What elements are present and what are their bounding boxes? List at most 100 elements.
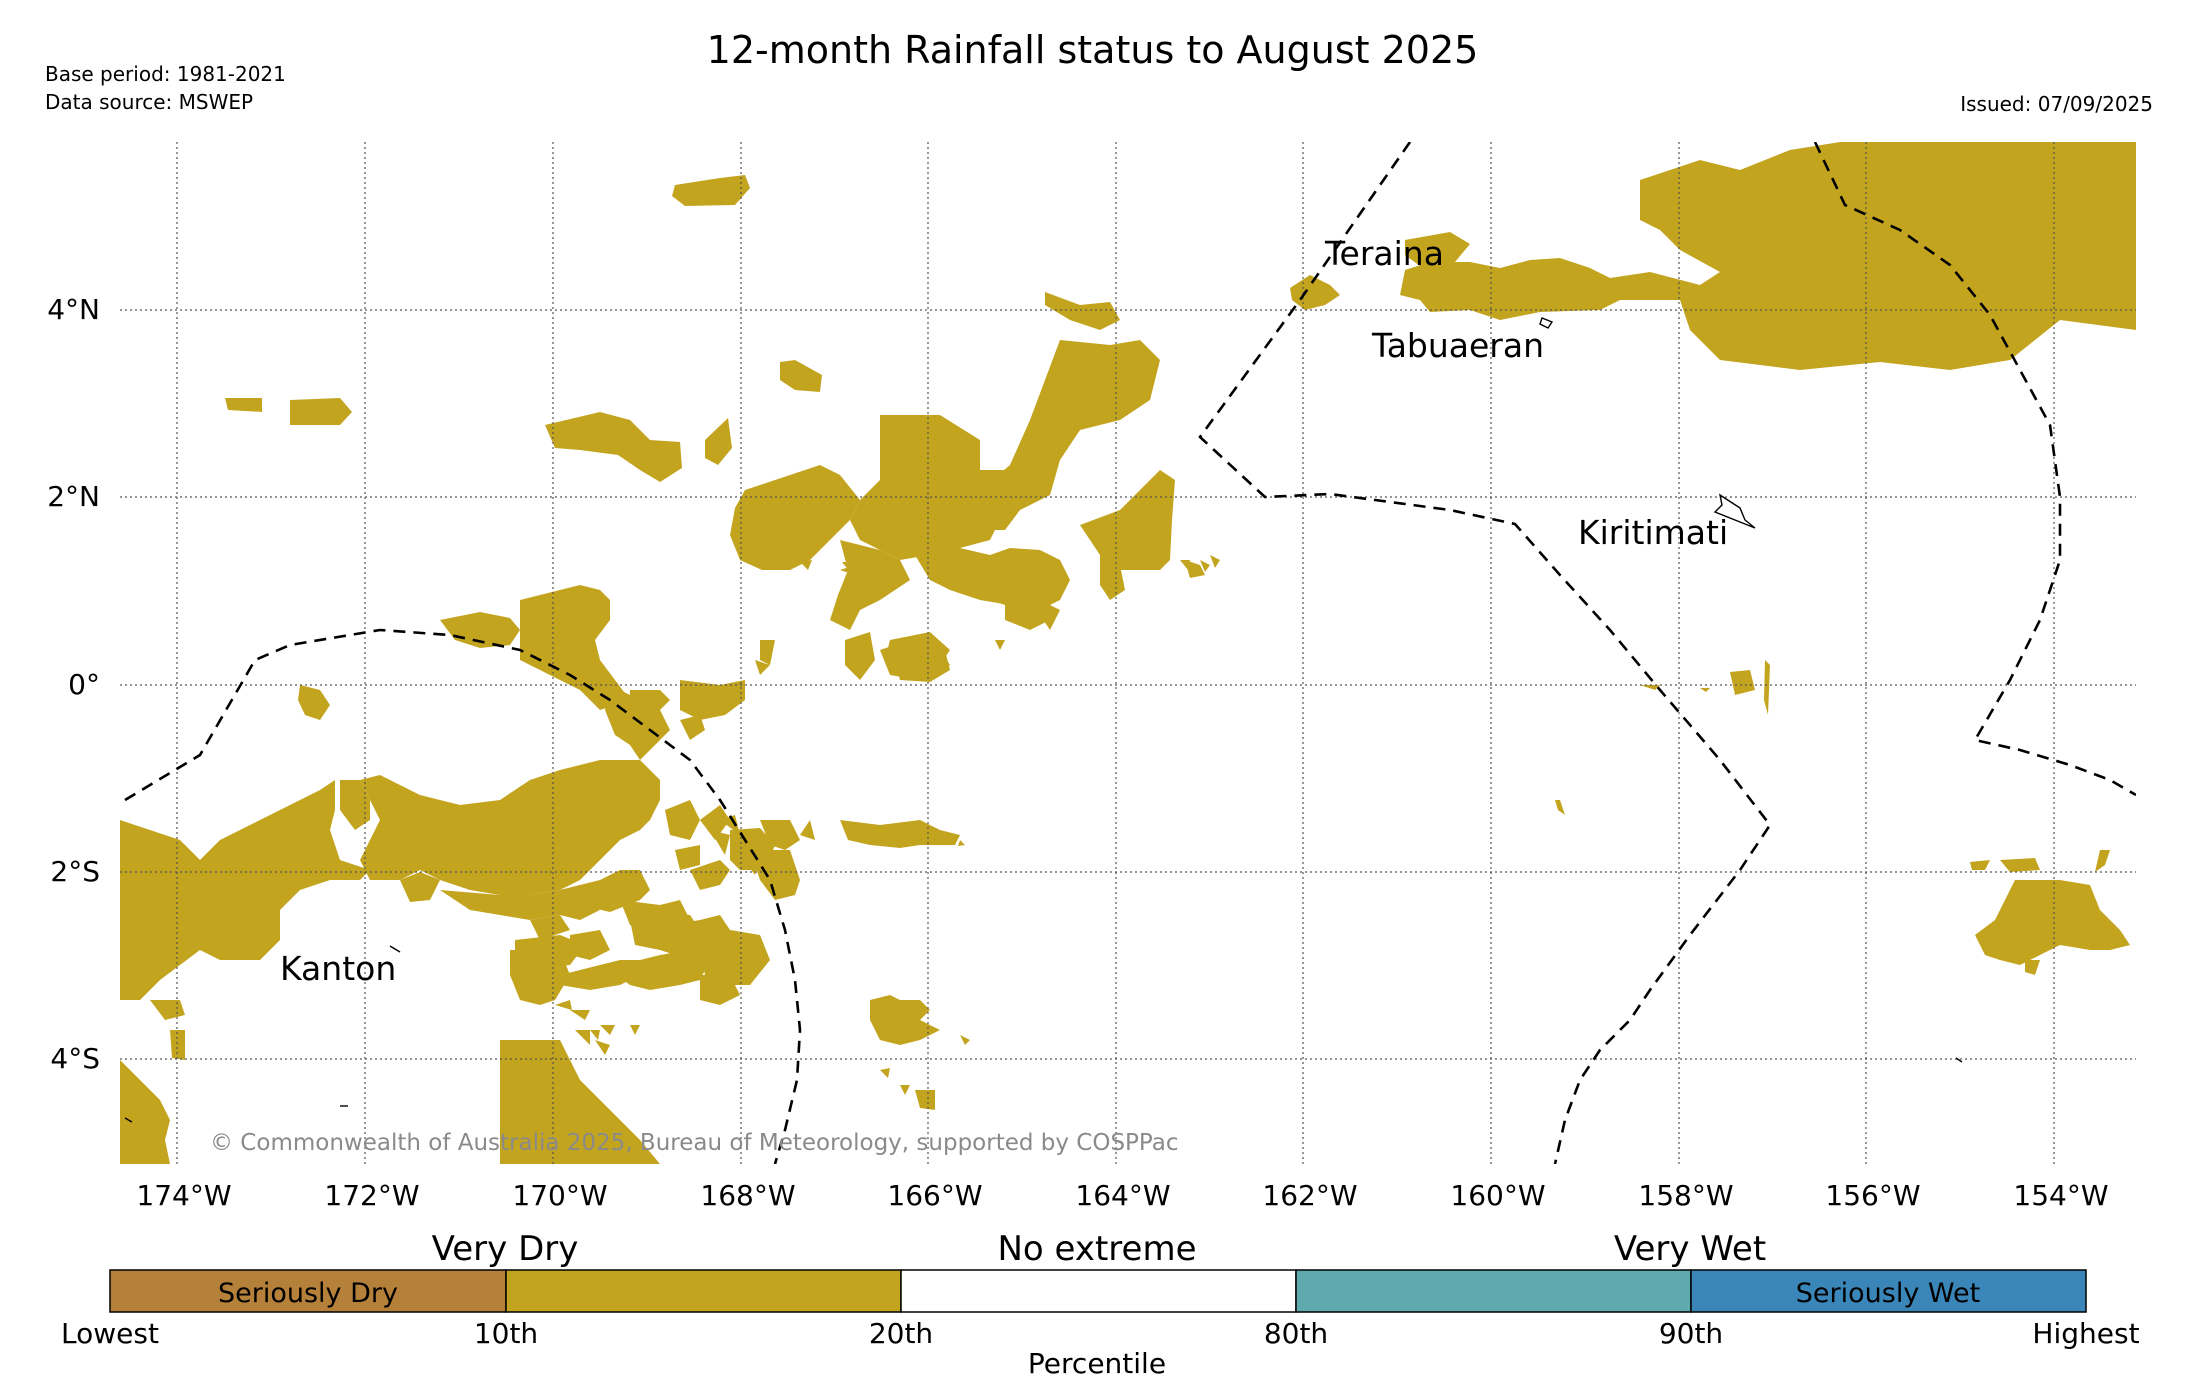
legend-tick-highest: Highest — [2032, 1317, 2139, 1350]
dry-patch — [850, 415, 1010, 560]
dry-patch — [800, 560, 812, 570]
dry-patch — [2000, 858, 2040, 872]
dry-patch — [210, 860, 240, 900]
dry-patch — [2095, 850, 2110, 872]
dry-patch — [1730, 670, 1755, 695]
dry-patch — [750, 850, 800, 900]
legend-swatch-very-dry — [505, 1269, 902, 1313]
dry-patch — [900, 1085, 910, 1095]
lat-ticks: 4°N 2°N 0° 2°S 4°S — [47, 293, 100, 1075]
dry-patch — [605, 685, 670, 760]
dry-patch — [225, 398, 262, 412]
dry-patch — [290, 398, 352, 425]
dry-patch — [555, 1000, 572, 1010]
lat-tick: 2°S — [50, 855, 100, 888]
dry-patch — [1200, 560, 1210, 572]
eez-boundary-line-islands — [1198, 142, 1772, 1164]
dry-patch — [360, 760, 660, 895]
dry-patch — [995, 640, 1005, 650]
dry-patch — [1555, 800, 1565, 815]
dry-patch — [610, 950, 710, 990]
dry-patch — [960, 1035, 970, 1045]
dry-patch — [630, 1025, 640, 1035]
dry-patch — [510, 950, 570, 1005]
dry-patch — [440, 890, 600, 920]
legend-category-very-wet: Very Wet — [1614, 1229, 1766, 1269]
legend-tick-lowest: Lowest — [61, 1317, 159, 1350]
lon-tick: 168°W — [700, 1179, 795, 1212]
dry-patch — [880, 1068, 890, 1078]
dry-patch — [440, 612, 520, 648]
dry-patch — [760, 640, 775, 665]
legend-category-no-extreme: No extreme — [997, 1229, 1196, 1269]
dry-patch — [1405, 232, 1470, 266]
lon-tick: 158°W — [1638, 1179, 1733, 1212]
lon-tick: 174°W — [136, 1179, 231, 1212]
dry-patch — [1210, 555, 1220, 568]
dry-patch — [980, 560, 1040, 610]
base-period: Base period: 1981-2021 — [45, 62, 286, 86]
dry-patch — [800, 820, 815, 840]
very-dry-regions — [120, 142, 2136, 1164]
dry-patch — [120, 1060, 170, 1164]
data-source: Data source: MSWEP — [45, 90, 254, 114]
dry-patch — [1640, 685, 1660, 690]
lon-tick: 170°W — [512, 1179, 607, 1212]
eez-boundary-east — [1813, 142, 2136, 797]
dry-patch — [755, 660, 770, 675]
dry-patch — [595, 1040, 610, 1055]
place-label-kanton: Kanton — [280, 949, 396, 988]
dry-patch — [985, 558, 1000, 570]
dry-patch — [760, 820, 800, 850]
dry-patch — [500, 1040, 660, 1164]
lon-tick: 154°W — [2013, 1179, 2108, 1212]
legend-swatch-no-extreme — [900, 1269, 1297, 1313]
dry-patch — [2025, 960, 2040, 975]
kanton-island — [389, 945, 401, 953]
dry-patch — [600, 1025, 615, 1035]
small-islet — [1955, 1057, 1963, 1063]
dry-patch — [958, 840, 965, 846]
dry-patch — [590, 1030, 600, 1040]
lat-tick: 4°S — [50, 1042, 100, 1075]
legend-tick-20th: 20th — [869, 1317, 933, 1350]
lon-tick: 166°W — [887, 1179, 982, 1212]
dry-patch — [870, 995, 940, 1045]
dry-patch — [840, 820, 960, 848]
dry-patch — [705, 418, 732, 465]
dry-patch — [930, 558, 965, 575]
dry-patch — [340, 780, 370, 830]
dry-patch — [680, 715, 705, 740]
dry-patch — [690, 860, 730, 890]
issued-date: Issued: 07/09/2025 — [1960, 92, 2153, 116]
legend-swatch-seriously-dry — [109, 1269, 507, 1313]
eez-boundary-phoenix — [124, 628, 802, 1164]
tabuaeran-island — [1539, 317, 1554, 329]
dry-patch — [780, 360, 822, 392]
lon-tick: 164°W — [1075, 1179, 1170, 1212]
dry-patch — [1045, 292, 1120, 330]
dry-patch — [170, 1030, 185, 1060]
lat-tick: 2°N — [47, 480, 100, 513]
island-outlines — [124, 317, 1963, 1123]
dry-patch — [1185, 560, 1205, 578]
legend-category-very-dry: Very Dry — [432, 1229, 579, 1269]
lon-ticks: 174°W 172°W 170°W 168°W 166°W 164°W 162°… — [136, 1179, 2108, 1212]
dry-patch — [1100, 555, 1125, 600]
dry-patch — [845, 632, 875, 680]
dry-patch — [1700, 688, 1710, 692]
legend-swatch-very-wet — [1295, 1269, 1692, 1313]
lon-tick: 172°W — [324, 1179, 419, 1212]
dry-patch — [520, 585, 630, 710]
dry-patch — [570, 1010, 590, 1020]
dry-patch — [840, 560, 880, 580]
dry-patch — [710, 830, 730, 855]
dry-patch — [530, 915, 570, 940]
dry-patch — [740, 855, 760, 875]
place-label-teraina: Teraina — [1324, 234, 1444, 273]
dry-patch — [575, 1030, 590, 1045]
dry-patch — [570, 930, 610, 960]
dry-patch — [672, 175, 750, 206]
graticule — [120, 142, 2136, 1164]
